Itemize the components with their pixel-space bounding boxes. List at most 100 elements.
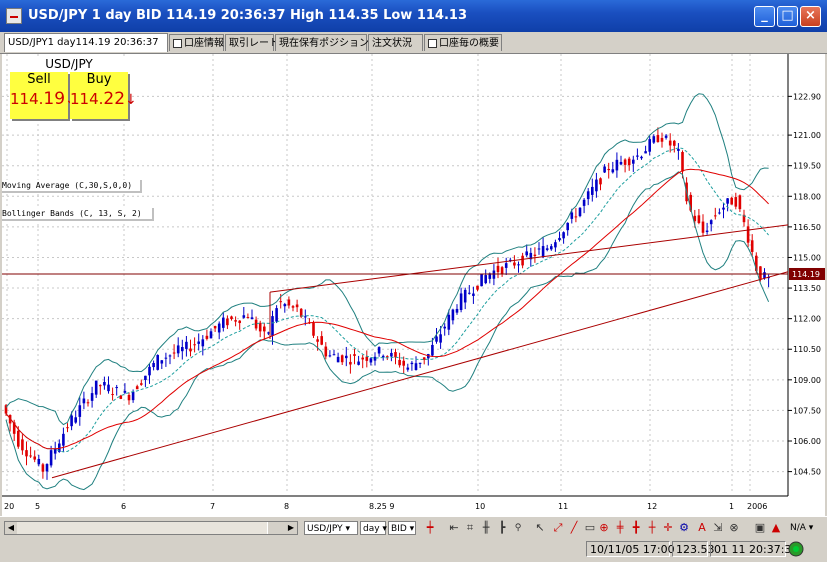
side-select[interactable]: BID ▾	[388, 521, 416, 535]
candle-body	[562, 232, 565, 239]
arrow-tool-icon[interactable]: ⇲	[713, 521, 723, 534]
period-select[interactable]: day ▾	[360, 521, 387, 535]
status-time: 01 11 20:37:33	[710, 541, 798, 557]
candle-body	[78, 405, 82, 417]
color-icon[interactable]: ▲	[771, 521, 781, 534]
tab-positions[interactable]: 現在保有ポジション	[275, 34, 369, 51]
candle-body	[275, 308, 278, 322]
tab-bar: USD/JPY1 day114.19 20:36:37 口座情報 取引レート 現…	[0, 32, 827, 54]
candle-body	[340, 355, 344, 363]
candle-body	[689, 194, 692, 211]
chart-type-icon[interactable]: ╫	[482, 521, 490, 534]
candle-body	[652, 136, 656, 143]
tab-orders[interactable]: 注文状況	[368, 34, 423, 51]
cross-tool-icon[interactable]: ✛	[663, 521, 673, 534]
candle-body	[463, 289, 467, 303]
candle-body	[619, 161, 623, 165]
scroll-thumb[interactable]	[267, 522, 287, 534]
candle-body	[484, 275, 487, 284]
candle-body	[447, 314, 451, 330]
sell-label: Sell	[27, 72, 51, 87]
candle-body	[656, 134, 660, 143]
candle-body	[115, 387, 118, 389]
settings-icon[interactable]: ⚙	[679, 521, 689, 534]
zoom-in-icon[interactable]: ⊕	[599, 521, 609, 534]
cursor-cross-icon[interactable]: ⇤	[449, 521, 459, 534]
candle-body	[459, 293, 463, 310]
y-tick-label: 115.00	[793, 253, 821, 262]
properties-icon[interactable]: ▣	[754, 521, 766, 534]
candle-body	[271, 316, 274, 336]
candle-body	[230, 316, 233, 320]
y-tick-label: 122.90	[793, 92, 821, 101]
trend-tool-icon[interactable]: ╱	[570, 521, 578, 534]
bar-icon[interactable]: ┣	[498, 521, 506, 534]
connection-icon	[788, 541, 806, 557]
line-tool-icon[interactable]: ⤢	[553, 521, 563, 534]
close-button[interactable]: ×	[800, 6, 821, 27]
candle-body	[496, 265, 500, 273]
channel-tool-icon[interactable]: ▭	[584, 521, 596, 534]
tab-account-info[interactable]: 口座情報	[169, 34, 224, 51]
status-bar: 10/11/05 17:00 123.53 01 11 20:37:33	[0, 538, 827, 560]
candle-body	[353, 354, 356, 356]
text-tool-icon[interactable]: A	[698, 521, 706, 534]
candle-icon[interactable]: ┿	[426, 521, 434, 534]
candle-body	[566, 222, 569, 231]
candle-body	[513, 262, 516, 266]
tab-trading-rates[interactable]: 取引レート	[225, 34, 279, 51]
candle-body	[709, 220, 713, 225]
pointer-icon[interactable]: ↖	[535, 521, 545, 534]
na-select[interactable]: N/A ▾	[788, 521, 818, 535]
tab-chart[interactable]: USD/JPY1 day114.19 20:36:37	[4, 33, 168, 52]
x-tick-label: 1	[729, 502, 734, 511]
candle-body	[599, 178, 602, 185]
candle-body	[570, 212, 574, 219]
chart-area[interactable]: 122.90 121.00 119.50 118.00 116.50 115.00 113.…	[2, 54, 825, 516]
candle-body	[62, 433, 65, 446]
candle-body	[759, 266, 762, 280]
hline-tool-icon[interactable]: ╋	[632, 521, 640, 534]
candle-body	[189, 348, 192, 352]
x-tick-label: 6	[121, 502, 126, 511]
candle-body	[193, 344, 196, 346]
buy-panel[interactable]: Buy 114.22↓	[70, 72, 137, 119]
candle-body	[677, 148, 680, 151]
sell-panel[interactable]: Sell 114.19↓	[10, 72, 77, 119]
candle-body	[144, 375, 147, 381]
symbol-select[interactable]: USD/JPY ▾	[304, 521, 358, 535]
search-icon[interactable]: ⚲	[514, 523, 522, 533]
y-tick-label: 116.50	[793, 223, 821, 232]
app-icon[interactable]	[6, 8, 22, 24]
vline-tool-icon[interactable]: ┼	[648, 521, 656, 534]
fib-tool-icon[interactable]: ╪	[616, 521, 624, 534]
bb-indicator-label[interactable]: Bollinger Bands (C, 13, S, 2)	[2, 208, 154, 221]
candle-body	[295, 304, 299, 308]
scroll-left-icon[interactable]: ◀	[5, 522, 17, 534]
candle-body	[377, 347, 381, 354]
candle-body	[119, 395, 123, 399]
candle-body	[410, 362, 414, 365]
maximize-button[interactable]: □	[777, 6, 798, 27]
candle-body	[578, 207, 582, 217]
tab-account-summary[interactable]: 口座毎の概要	[424, 34, 502, 51]
candle-body	[586, 191, 590, 200]
candle-body	[636, 155, 639, 157]
scroll-right-icon[interactable]: ▶	[285, 522, 297, 534]
candle-body	[603, 166, 606, 173]
price-chart[interactable]: 122.90 121.00 119.50 118.00 116.50 115.00 113.…	[2, 54, 825, 516]
ma-indicator-label[interactable]: Moving Average (C,30,S,0,0)	[2, 180, 142, 193]
delete-tool-icon[interactable]: ⊗	[729, 521, 739, 534]
candle-body	[406, 367, 410, 370]
minimize-button[interactable]: _	[754, 6, 775, 27]
candle-body	[94, 380, 98, 395]
candle-body	[386, 356, 389, 358]
grid-icon[interactable]: ⌗	[466, 521, 474, 534]
candle-body	[217, 323, 221, 333]
candle-body	[414, 363, 418, 371]
candle-body	[107, 384, 110, 392]
candle-body	[681, 152, 684, 172]
horizontal-scrollbar[interactable]: ◀ ▶	[4, 521, 298, 535]
current-price-label: 114.19	[792, 270, 820, 279]
candle-body	[541, 246, 545, 258]
